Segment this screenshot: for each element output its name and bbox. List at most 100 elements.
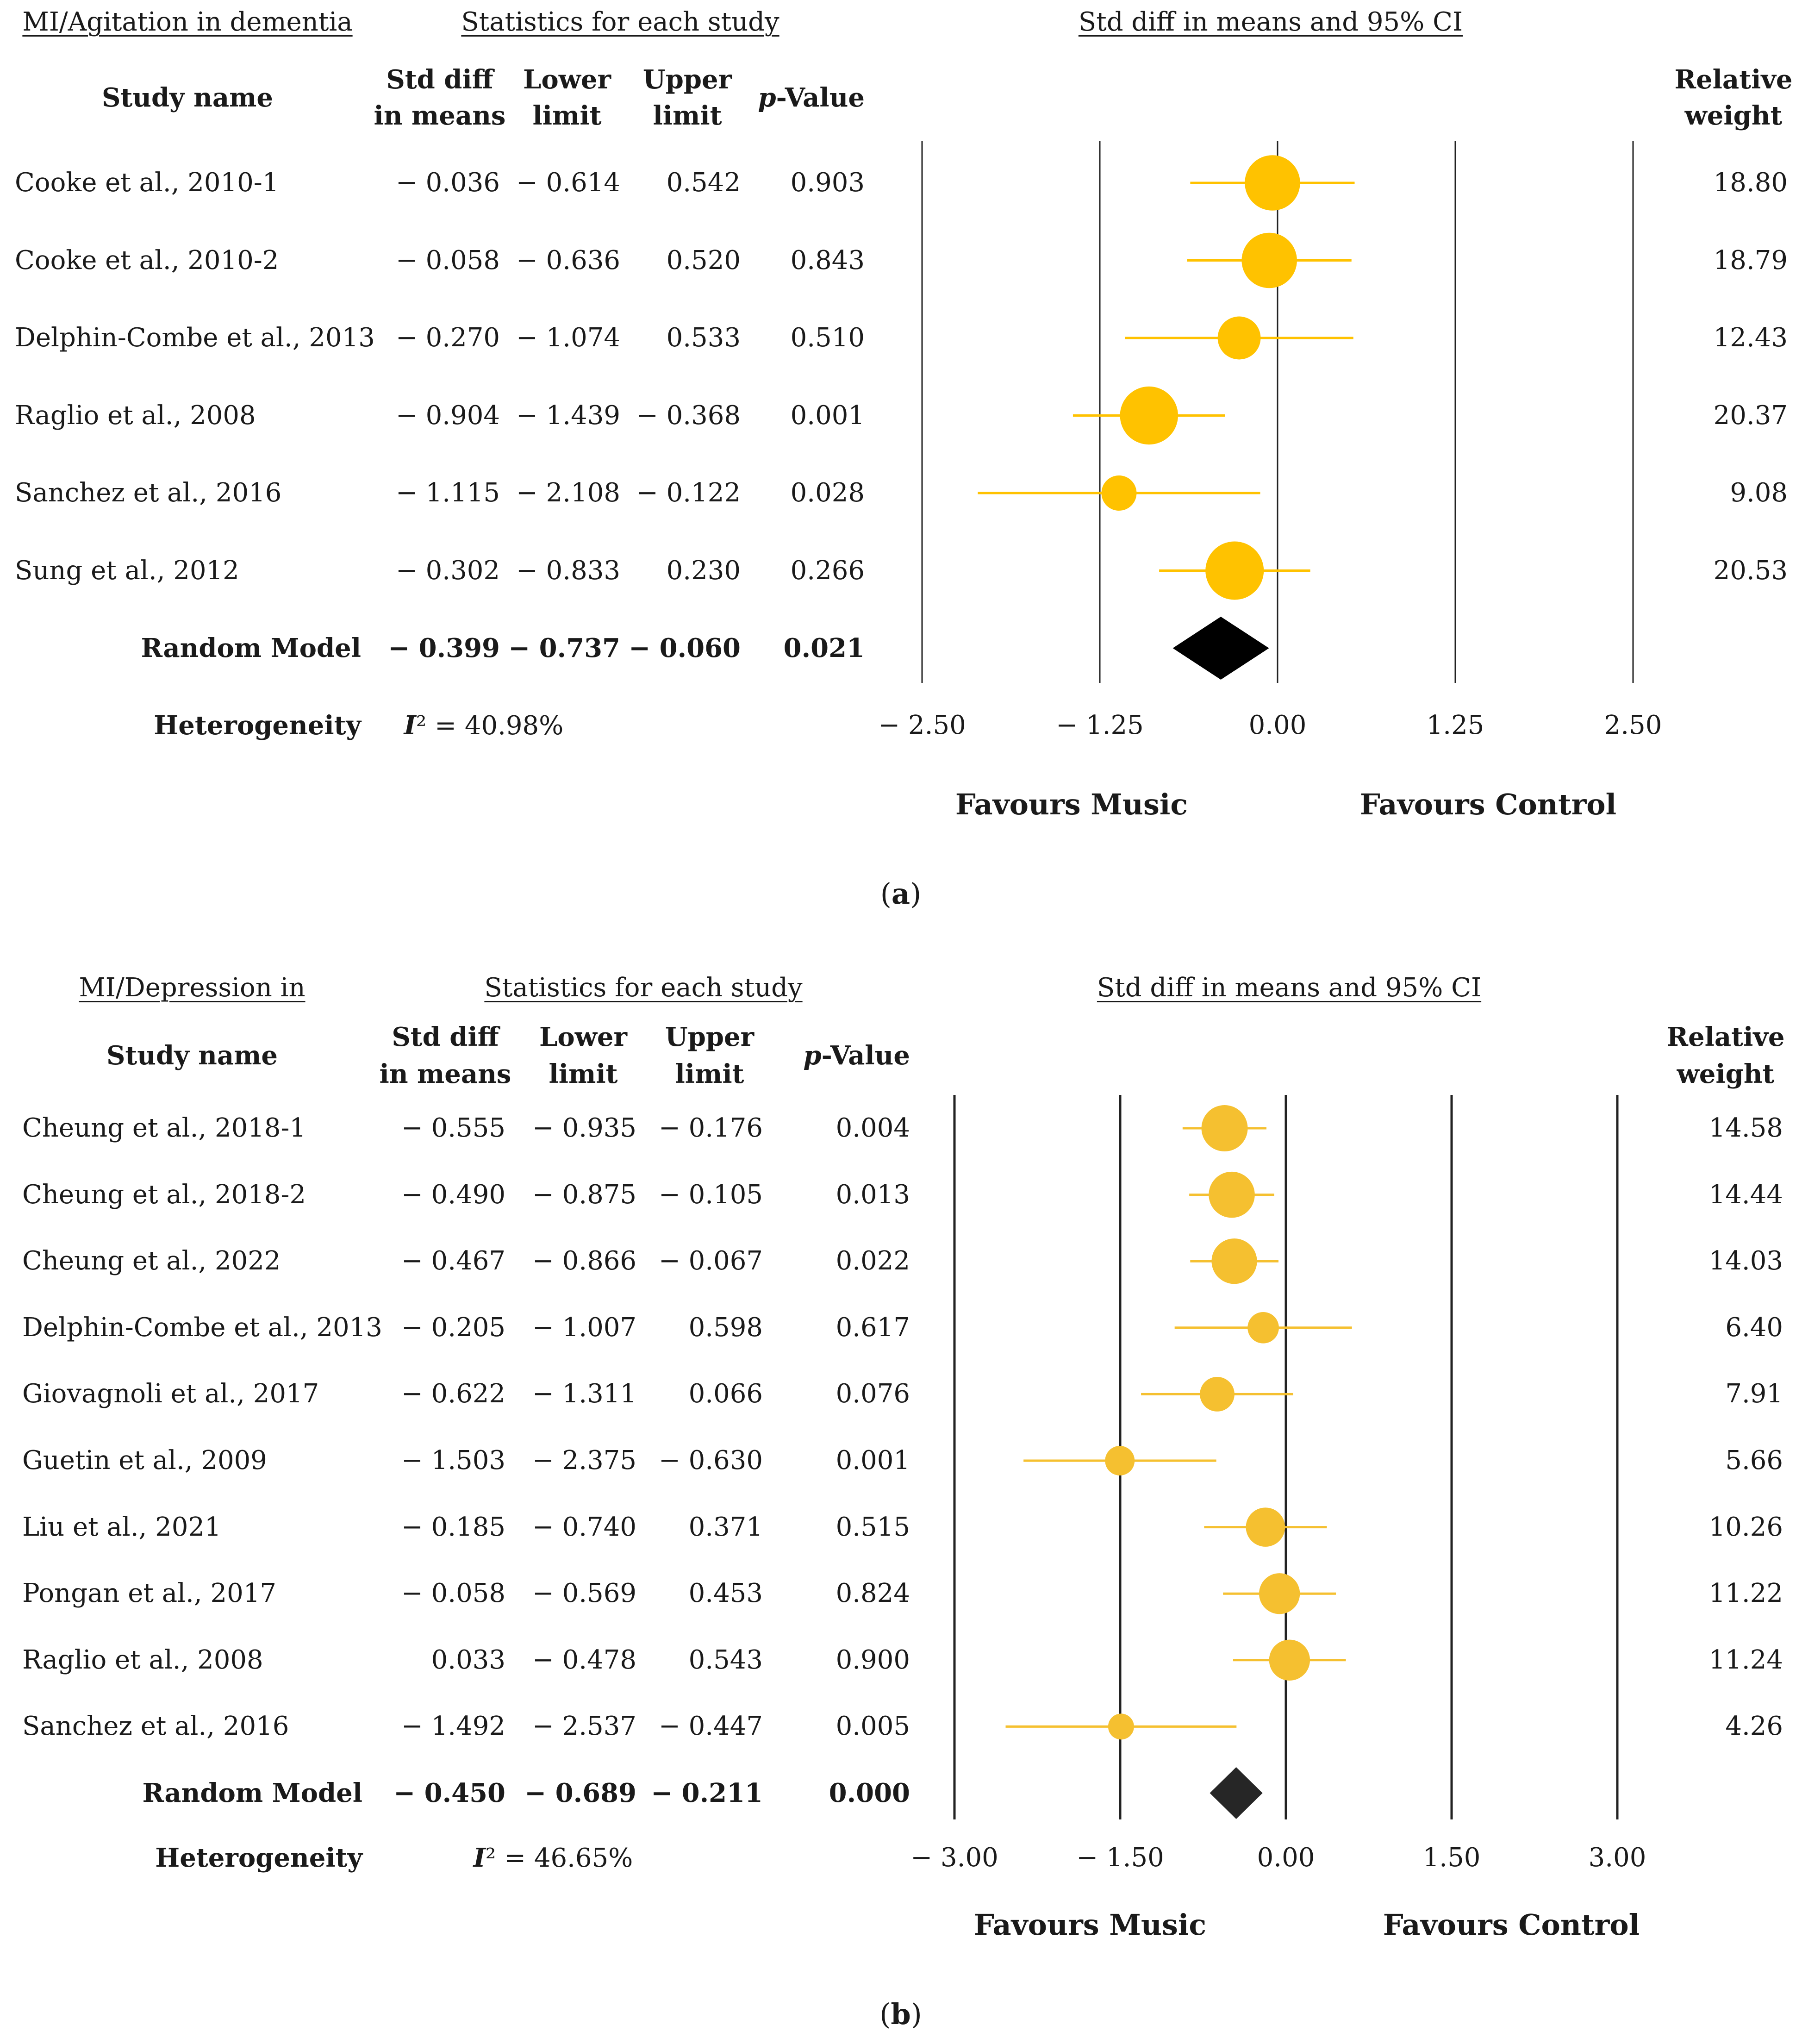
panel-b-study-std-diff: − 0.185 — [401, 1512, 505, 1542]
panel-b-study-pvalue: 0.076 — [836, 1379, 910, 1409]
panel-a-header-weight-line2: weight — [1684, 100, 1783, 131]
panel-b-header-pvalue-italic: p — [803, 1040, 822, 1071]
panel-b-study-name: Guetin et al., 2009 — [22, 1445, 267, 1475]
panel-a-study-lower: − 1.074 — [516, 323, 620, 353]
panel-b-study-lower: − 1.311 — [532, 1379, 636, 1409]
panel-b-study-pvalue: 0.013 — [836, 1179, 910, 1210]
panel-a-effect-marker — [1217, 316, 1261, 360]
panel-a-header-upper-line1: Upper — [642, 64, 732, 95]
panel-b-effect-marker — [1105, 1446, 1135, 1475]
panel-a-favours-control: Favours Control — [1359, 788, 1617, 821]
panel-b-study-upper: − 0.067 — [658, 1246, 763, 1276]
panel-b-study-std-diff: − 1.503 — [401, 1445, 505, 1475]
panel-a-study-name: Delphin-Combe et al., 2013 — [15, 323, 375, 353]
panel-a-caption-close: ) — [910, 877, 922, 911]
panel-b-pooled-label: Random Model — [142, 1778, 362, 1808]
panel-b-effect-marker — [1201, 1105, 1248, 1151]
panel-a-study-upper: 0.542 — [666, 168, 741, 198]
panel-b-study-lower: − 1.007 — [532, 1312, 636, 1343]
panel-a-pooled-label: Random Model — [141, 633, 361, 663]
panel-b-header-pvalue: p-Value — [803, 1043, 910, 1069]
panel-a-study-upper: 0.520 — [666, 245, 741, 275]
panel-b-effect-marker — [1211, 1238, 1257, 1284]
panel-a-header-std-diff-line1: Std diff — [386, 64, 493, 95]
panel-b-study-name: Sanchez et al., 2016 — [22, 1711, 289, 1742]
panel-a-header-upper-line2: limit — [653, 100, 722, 131]
panel-a-ci-title: Std diff in means and 95% CI — [1078, 7, 1463, 37]
panel-b-ci-title: Std diff in means and 95% CI — [1097, 973, 1482, 1003]
panel-b-header-lower-line2: limit — [549, 1059, 618, 1089]
panel-b-header-pvalue-text: -Value — [821, 1040, 910, 1071]
panel-b-study-name: Liu et al., 2021 — [22, 1512, 221, 1542]
panel-b-study-lower: − 0.866 — [532, 1246, 636, 1276]
panel-a-header-std-diff-line2: in means — [374, 100, 506, 131]
panel-a-pooled-upper: − 0.060 — [629, 633, 741, 663]
panel-b-study-upper: − 0.176 — [658, 1113, 763, 1143]
panel-a-header-study-name: Study name — [101, 82, 274, 113]
panel-b-study-upper: 0.371 — [688, 1512, 763, 1542]
panel-a-study-pvalue: 0.510 — [790, 323, 865, 353]
panel-a-study-pvalue: 0.001 — [790, 400, 865, 431]
panel-a-caption: (a) — [880, 880, 922, 908]
panel-a-heterogeneity-value: I² = 40.98% — [404, 713, 564, 739]
panel-a-heterogeneity-i2-text: ² = 40.98% — [416, 711, 564, 741]
panel-a-study-weight: 9.08 — [1730, 478, 1788, 508]
panel-b-caption-letter: b — [891, 1997, 911, 2031]
panel-a-study-name: Cooke et al., 2010-2 — [15, 245, 279, 275]
panel-a-study-name: Sanchez et al., 2016 — [15, 478, 282, 508]
panel-a-study-std-diff: − 1.115 — [395, 478, 500, 508]
panel-b-header-lower-line1: Lower — [539, 1022, 628, 1052]
panel-a-caption-letter: a — [891, 877, 910, 911]
panel-b-pooled-diamond — [1210, 1767, 1263, 1819]
panel-a-study-name: Raglio et al., 2008 — [15, 400, 256, 431]
panel-a-x-tick-label: − 2.50 — [878, 710, 966, 740]
panel-a-study-lower: − 0.833 — [516, 555, 620, 586]
panel-b-study-std-diff: − 0.058 — [401, 1578, 505, 1609]
panel-a-effect-marker — [1245, 155, 1300, 211]
panel-a-study-pvalue: 0.028 — [790, 478, 865, 508]
panel-b-study-upper: − 0.447 — [658, 1711, 763, 1742]
panel-b-x-tick-label: 1.50 — [1422, 1843, 1481, 1873]
panel-b-effect-marker — [1200, 1377, 1235, 1412]
panel-b-effect-marker — [1246, 1507, 1285, 1547]
panel-a-header-pvalue-text: -Value — [776, 82, 865, 113]
panel-a-study-weight: 18.79 — [1713, 245, 1788, 275]
panel-b-study-weight: 4.26 — [1725, 1711, 1783, 1742]
panel-b-caption-open: ( — [879, 1997, 891, 2031]
panel-a-header-lower-line2: limit — [532, 100, 602, 131]
panel-b-header-weight-line1: Relative — [1666, 1022, 1785, 1052]
panel-a-study-std-diff: − 0.036 — [395, 168, 500, 198]
panel-b-stats-title: Statistics for each study — [484, 973, 803, 1003]
panel-b-study-weight: 11.22 — [1708, 1578, 1783, 1609]
panel-b-study-std-diff: − 0.490 — [401, 1179, 505, 1210]
panel-b-effect-marker — [1209, 1171, 1255, 1218]
panel-b-study-lower: − 0.478 — [532, 1644, 636, 1675]
panel-a-effect-marker — [1205, 541, 1264, 600]
panel-a-effect-marker — [1101, 475, 1137, 511]
panel-a-study-upper: − 0.122 — [636, 478, 741, 508]
panel-a-heterogeneity-i: I — [404, 710, 416, 741]
panel-a-study-upper: − 0.368 — [636, 400, 741, 431]
panel-b-study-weight: 14.44 — [1708, 1179, 1783, 1210]
panel-a-favours-music: Favours Music — [955, 788, 1188, 821]
panel-b-study-lower: − 0.875 — [532, 1179, 636, 1210]
panel-a-study-std-diff: − 0.058 — [395, 245, 500, 275]
panel-b-x-tick-label: 0.00 — [1257, 1843, 1315, 1873]
panel-b-study-pvalue: 0.004 — [836, 1113, 910, 1143]
panel-a-study-name: Sung et al., 2012 — [15, 555, 239, 586]
panel-b-study-pvalue: 0.001 — [836, 1445, 910, 1475]
panel-a-caption-open: ( — [880, 877, 892, 911]
panel-b-study-pvalue: 0.900 — [836, 1644, 910, 1675]
panel-a-pooled-std-diff: − 0.399 — [388, 633, 500, 663]
panel-a-heterogeneity-label: Heterogeneity — [154, 710, 361, 741]
panel-b-x-tick-label: − 3.00 — [910, 1843, 998, 1873]
panel-b-study-std-diff: − 0.467 — [401, 1246, 505, 1276]
panel-b-study-upper: − 0.630 — [658, 1445, 763, 1475]
panel-b-study-std-diff: − 0.205 — [401, 1312, 505, 1343]
panel-b-x-tick-label: 3.00 — [1588, 1843, 1646, 1873]
panel-a-study-name: Cooke et al., 2010-1 — [15, 168, 279, 198]
panel-b-study-lower: − 2.375 — [532, 1445, 636, 1475]
panel-b-study-std-diff: 0.033 — [431, 1644, 505, 1675]
